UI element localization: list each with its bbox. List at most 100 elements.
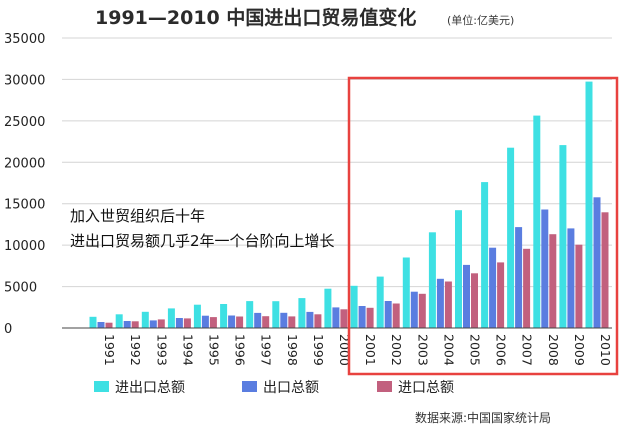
bar-import [288,316,296,328]
bar-total [533,115,541,328]
bar-export [201,315,209,328]
bar-export [332,307,340,328]
bar-total [481,182,489,328]
bar-export [515,227,523,328]
bar-import [575,244,583,328]
bar-export [463,264,470,328]
legend: 进出口总额 出口总额 进口总额 [94,380,454,396]
bars [89,81,609,328]
x-tick-label: 2001 [363,334,378,366]
bar-export [384,301,392,328]
bar-total [141,311,149,328]
bar-import [471,273,478,328]
y-tick-label: 0 [4,322,12,337]
bar-export [567,228,575,328]
data-source: 数据来源:中国国家统计局 [415,410,551,425]
bar-total [298,298,306,328]
bar-total [89,316,97,328]
bar-total [507,147,515,328]
bar-import [105,322,113,328]
x-tick-label: 2005 [467,334,482,366]
bar-total [455,210,462,328]
x-tick-label: 2003 [415,334,430,366]
bar-export [358,306,366,328]
bar-total [376,276,384,328]
y-tick-label: 10000 [4,239,45,254]
bar-total [272,301,280,328]
x-tick-label: 1995 [206,334,221,366]
bar-import [131,321,139,328]
y-tick-label: 20000 [4,156,45,171]
x-tick-label: 1996 [233,334,248,366]
legend-label: 进口总额 [398,380,454,396]
x-tick-label: 2002 [389,334,404,366]
bar-export [306,311,314,328]
bar-export [175,318,183,328]
legend-swatch [242,381,257,392]
bar-export [280,312,288,328]
bar-import [392,303,400,328]
bar-export [593,197,601,328]
x-tick-label: 1997 [259,334,274,366]
bar-export [228,315,236,328]
bar-total [585,81,593,328]
bar-import [418,293,426,328]
bar-total [402,257,410,328]
x-tick-label: 2006 [494,334,509,366]
x-tick-label: 1998 [285,334,300,366]
gridlines [62,37,612,288]
bar-export [541,209,549,328]
x-tick-label: 1999 [311,334,326,366]
x-axis-ticks: 1991 1992 1993 1994 1995 1996 1997 1998 1999 2000… [102,334,613,366]
y-tick-label: 30000 [4,73,45,88]
x-tick-label: 1993 [154,334,169,366]
bar-total [193,304,201,328]
annotation-line-1: 加入世贸组织后十年 [70,207,205,225]
chart-unit: (单位:亿美元) [447,13,514,27]
bar-export [97,322,105,328]
y-tick-label: 25000 [4,115,45,130]
bar-import [209,317,217,328]
bar-import [262,316,270,328]
bar-export [410,291,418,328]
bar-export [489,247,497,328]
bar-total [246,301,254,328]
bar-import [236,316,244,328]
x-tick-label: 1991 [102,334,117,366]
chart-title: 1991—2010 中国进出口贸易值变化 [95,6,416,29]
legend-swatch [377,381,392,392]
bar-export [436,278,444,328]
bar-import [157,319,165,328]
bar-export [149,320,157,328]
bar-total [324,288,332,328]
bar-total [220,304,228,328]
bar-total [428,232,436,328]
bar-import [549,234,557,328]
bar-import [183,318,191,328]
y-axis-ticks: 0 5000 10000 15000 20000 25000 30000 35000 [4,32,45,337]
x-tick-label: 2008 [546,334,561,366]
y-tick-label: 15000 [4,198,45,213]
bar-total [350,285,358,328]
bar-total [167,308,175,328]
x-tick-label: 2009 [572,334,587,366]
bar-import [340,309,348,328]
bar-total [115,314,123,328]
x-tick-label: 1992 [128,334,143,366]
bar-import [314,314,322,328]
legend-swatch [94,381,109,392]
x-tick-label: 1994 [180,334,195,366]
annotation-line-2: 进出口贸易额几乎2年一个台阶向上增长 [70,232,335,250]
legend-label: 进出口总额 [115,380,185,396]
x-tick-label: 2007 [520,334,535,366]
bar-import [366,307,374,328]
y-tick-label: 5000 [4,281,37,296]
bar-import [523,248,531,328]
bar-total [559,145,567,328]
x-tick-label: 2010 [598,334,613,366]
bar-import [444,281,452,328]
bar-import [497,262,505,328]
y-tick-label: 35000 [4,32,45,47]
x-tick-label: 2004 [441,334,456,366]
